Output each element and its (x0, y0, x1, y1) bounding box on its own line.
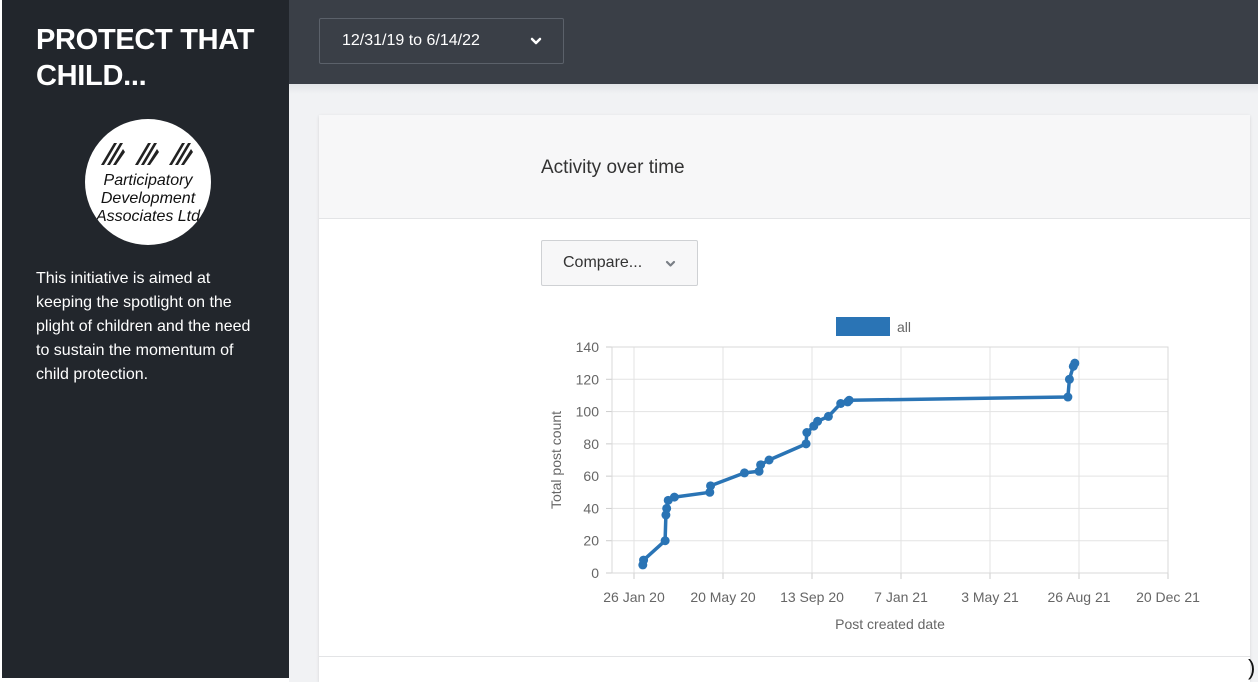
x-tick-label: 26 Jan 20 (603, 589, 665, 605)
top-bar-shadow (289, 84, 1258, 94)
x-tick-label: 20 May 20 (690, 589, 756, 605)
data-point (801, 439, 811, 449)
activity-line-chart: 0 20 40 60 80 100 120 140 26 Jan 20 20 May 20 13 S… (548, 317, 1200, 632)
data-point (1070, 358, 1080, 368)
chevron-down-icon (530, 37, 542, 45)
data-point (813, 416, 823, 426)
x-tick-label: 26 Aug 21 (1047, 589, 1110, 605)
x-axis-label: Post created date (835, 616, 945, 632)
y-tick-label: 140 (576, 339, 600, 355)
logo-line-3: Associates Ltd (95, 208, 201, 225)
data-point (706, 481, 716, 491)
data-point (639, 555, 649, 565)
compare-dropdown[interactable]: Compare... (541, 240, 698, 286)
y-tick-label: 20 (583, 533, 599, 549)
data-point (764, 455, 774, 465)
y-tick-label: 120 (576, 371, 600, 387)
date-range-dropdown[interactable]: 12/31/19 to 6/14/22 (319, 18, 564, 64)
y-tick-label: 60 (583, 468, 599, 484)
data-point (1064, 374, 1074, 384)
activity-card: Activity over time Compare... (319, 115, 1250, 682)
edge-glyph: ) (1248, 655, 1256, 680)
card-header: Activity over time (319, 115, 1250, 219)
data-point (662, 503, 672, 513)
card-title: Activity over time (541, 157, 685, 178)
logo-line-1: Participatory (104, 172, 194, 189)
series-line (641, 361, 1077, 567)
data-point (844, 395, 854, 405)
organization-logo: Participatory Development Associates Ltd (85, 119, 211, 245)
logo-line-2: Development (101, 190, 196, 207)
x-tick-label: 13 Sep 20 (780, 589, 844, 605)
project-description: This initiative is aimed at keeping the … (36, 270, 251, 383)
chevron-down-icon (665, 260, 676, 267)
data-point (739, 468, 749, 478)
data-point (823, 411, 833, 421)
legend-swatch (836, 317, 890, 336)
y-tick-label: 80 (583, 436, 599, 452)
data-point (660, 536, 670, 546)
y-tick-label: 40 (583, 500, 599, 516)
project-title: PROTECT THAT CHILD... (36, 24, 255, 92)
x-tick-label: 7 Jan 21 (874, 589, 928, 605)
y-tick-label: 0 (591, 565, 599, 581)
data-point (756, 460, 766, 470)
x-tick-label: 20 Dec 21 (1136, 589, 1200, 605)
data-point (836, 399, 846, 408)
y-axis-label: Total post count (548, 411, 564, 509)
sidebar: PROTECT THAT CHILD... Participatory Deve… (2, 0, 289, 678)
date-range-label: 12/31/19 to 6/14/22 (342, 32, 480, 49)
compare-label: Compare... (563, 254, 643, 271)
data-point (669, 492, 679, 502)
data-point (1063, 392, 1073, 402)
plot-frame (611, 346, 1169, 574)
x-tick-label: 3 May 21 (961, 589, 1019, 605)
card-divider (319, 656, 1250, 657)
legend-label: all (897, 319, 911, 335)
y-tick-label: 100 (576, 404, 600, 420)
data-point (802, 428, 812, 438)
